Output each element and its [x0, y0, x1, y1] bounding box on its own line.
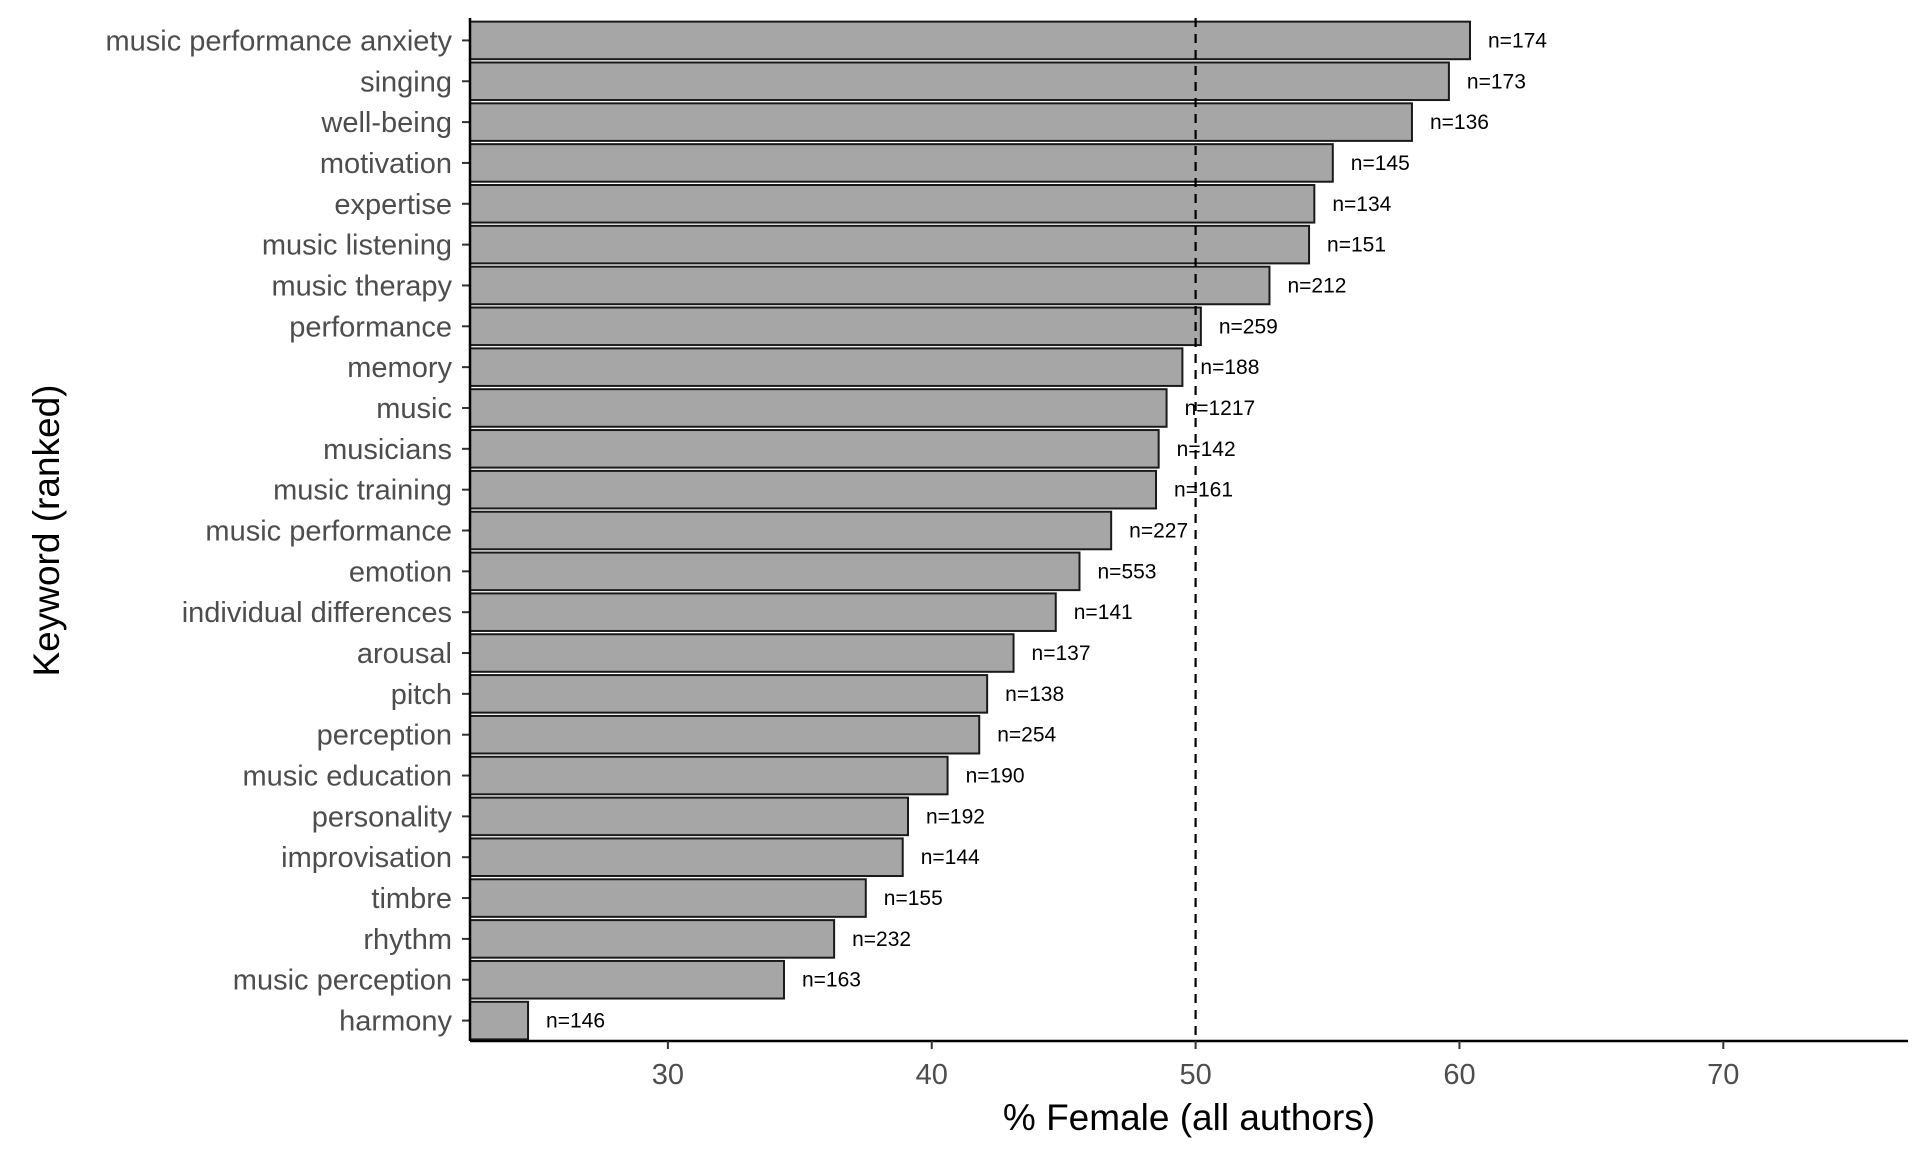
- bar: [469, 674, 989, 714]
- bar: [469, 959, 785, 1000]
- bar: [469, 143, 1334, 183]
- y-tick-label: music listening: [262, 230, 452, 262]
- bar-data-label: n=146: [546, 1010, 605, 1033]
- bar: [469, 837, 904, 878]
- bar: [469, 265, 1271, 306]
- bar-data-label: n=141: [1074, 601, 1133, 624]
- y-tick-label: personality: [312, 801, 453, 833]
- y-tick-label: pitch: [391, 679, 452, 711]
- bar: [469, 796, 909, 837]
- bar-data-label: n=553: [1098, 560, 1157, 583]
- bar: [469, 388, 1168, 428]
- bar-data-label: n=145: [1351, 152, 1410, 175]
- bar-data-label: n=188: [1200, 356, 1259, 379]
- bar: [469, 429, 1160, 469]
- y-tick-label: singing: [360, 66, 452, 98]
- y-tick-label: music perception: [233, 965, 452, 997]
- y-axis-title: Keyword (ranked): [26, 384, 67, 676]
- y-tick-label: music performance anxiety: [105, 25, 452, 57]
- bar-data-label: n=227: [1129, 520, 1188, 543]
- bar: [469, 1000, 530, 1041]
- y-tick-label: musicians: [323, 434, 452, 466]
- bar-data-label: n=155: [884, 887, 943, 910]
- bar-data-label: n=144: [921, 846, 980, 869]
- y-tick-label: motivation: [320, 148, 452, 180]
- y-tick-label: well-being: [320, 107, 452, 139]
- bar: [469, 61, 1450, 102]
- bar: [469, 183, 1316, 224]
- bar-data-label: n=212: [1287, 274, 1346, 297]
- bar: [469, 20, 1472, 61]
- y-tick-label: harmony: [339, 1006, 452, 1038]
- y-tick-label: music: [376, 393, 452, 425]
- bar-data-label: n=136: [1430, 111, 1489, 134]
- x-tick-label: 60: [1443, 1059, 1475, 1091]
- x-tick-label: 50: [1179, 1059, 1211, 1091]
- bar-data-label: n=161: [1174, 479, 1233, 502]
- bar-data-label: n=232: [852, 928, 911, 951]
- bar-data-label: n=190: [966, 765, 1025, 788]
- bars-layer: [469, 20, 1472, 1041]
- x-tick-label: 70: [1707, 1059, 1739, 1091]
- bar: [469, 633, 1015, 673]
- bar: [469, 755, 949, 796]
- bar-data-label: n=142: [1177, 438, 1236, 461]
- y-tick-label: arousal: [357, 638, 452, 670]
- axes-layer: music performance anxiety singing well-bei…: [105, 18, 1908, 1091]
- x-tick-label: 40: [916, 1059, 948, 1091]
- y-tick-label: perception: [317, 720, 452, 752]
- bar-data-label: n=174: [1488, 29, 1547, 52]
- bar: [469, 919, 836, 959]
- bar-data-label: n=151: [1327, 234, 1386, 257]
- bar-data-label: n=259: [1219, 315, 1278, 338]
- x-tick-label: 30: [652, 1059, 684, 1091]
- bar: [469, 551, 1081, 592]
- y-tick-label: individual differences: [182, 597, 452, 629]
- y-tick-label: timbre: [371, 883, 452, 915]
- bar: [469, 714, 981, 755]
- bar: [469, 224, 1311, 265]
- bar: [469, 469, 1158, 510]
- bar: [469, 102, 1413, 142]
- bar-data-label: n=254: [997, 724, 1056, 747]
- bar: [469, 878, 867, 918]
- y-tick-label: music therapy: [271, 270, 452, 302]
- bar-data-label: n=138: [1005, 683, 1064, 706]
- y-tick-label: memory: [347, 352, 452, 384]
- bar-data-label: n=137: [1032, 642, 1091, 665]
- bar-data-label: n=1217: [1185, 397, 1256, 420]
- x-axis-title: % Female (all authors): [1003, 1097, 1375, 1138]
- y-tick-label: improvisation: [281, 842, 452, 874]
- y-tick-label: music performance: [205, 516, 452, 548]
- bar: [469, 592, 1057, 632]
- bar-data-label: n=163: [802, 969, 861, 992]
- y-tick-label: rhythm: [363, 924, 452, 956]
- bar: [469, 306, 1202, 347]
- y-tick-label: performance: [289, 311, 452, 343]
- y-tick-label: emotion: [349, 556, 452, 588]
- y-tick-label: expertise: [334, 189, 452, 221]
- data-labels-layer: n=174 n=173 n=136 n=145 n=134 n=151 n=212 n=259…: [546, 29, 1547, 1032]
- bar-data-label: n=173: [1467, 70, 1526, 93]
- bar: [469, 510, 1113, 551]
- bar-data-label: n=134: [1332, 193, 1391, 216]
- y-tick-label: music education: [242, 761, 452, 793]
- bar: [469, 347, 1184, 387]
- bar-data-label: n=192: [926, 805, 985, 828]
- y-tick-label: music training: [273, 475, 452, 507]
